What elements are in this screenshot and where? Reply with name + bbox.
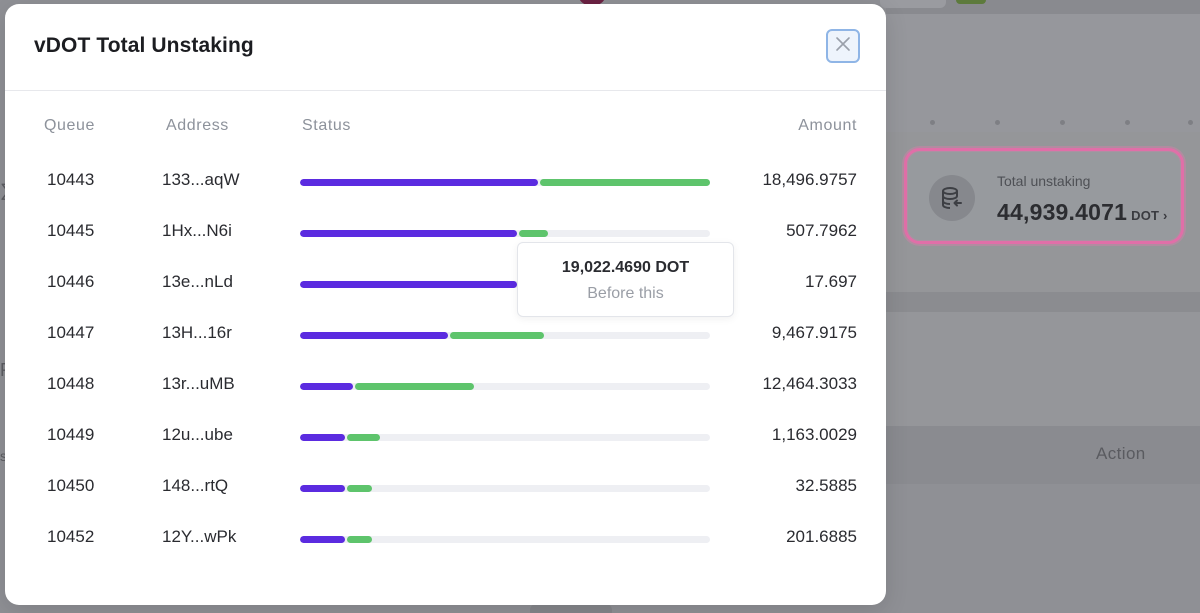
- status-bar-amount-segment: [347, 485, 372, 492]
- queue-cell: 10450: [47, 476, 95, 495]
- status-bar-amount-segment: [347, 536, 372, 543]
- address-cell[interactable]: 1Hx...N6i: [162, 221, 232, 240]
- table-row: 10448 13r...uMB 12,464.3033: [5, 360, 886, 411]
- amount-cell: 201.6885: [786, 527, 857, 546]
- background-divider: [886, 292, 1200, 312]
- total-unstaking-unit: DOT ›: [1131, 208, 1168, 223]
- amount-cell: 12,464.3033: [762, 374, 857, 393]
- background-chip: [880, 0, 946, 8]
- status-bar-queued-segment: [300, 383, 353, 390]
- amount-cell: 18,496.9757: [762, 170, 857, 189]
- status-bar-amount-segment: [355, 383, 474, 390]
- total-unstaking-card[interactable]: Total unstaking 44,939.4071 DOT ›: [904, 148, 1184, 244]
- status-progress-bar[interactable]: [300, 434, 710, 441]
- tooltip-label: Before this: [587, 285, 664, 302]
- background-bottom-chip: [530, 604, 612, 613]
- status-progress-bar[interactable]: [300, 485, 710, 492]
- chart-dot: [1060, 120, 1065, 125]
- status-bar-queued-segment: [300, 230, 517, 237]
- status-bar-queued-segment: [300, 179, 538, 186]
- queue-cell: 10446: [47, 272, 95, 291]
- status-bar-queued-segment: [300, 281, 517, 288]
- column-header-amount: Amount: [798, 117, 857, 134]
- table-row: 10445 1Hx...N6i 507.7962: [5, 207, 886, 258]
- status-bar-queued-segment: [300, 485, 345, 492]
- address-cell[interactable]: 12u...ube: [162, 425, 233, 444]
- amount-cell: 32.5885: [795, 476, 857, 495]
- queue-cell: 10448: [47, 374, 95, 393]
- coins-stack-icon: [929, 175, 975, 221]
- unstaking-modal: vDOT Total Unstaking Queue Address Statu…: [5, 4, 886, 605]
- action-column-header: Action: [1096, 444, 1146, 463]
- background-info-panel: [886, 312, 1200, 426]
- status-bar-amount-segment: [450, 332, 544, 339]
- status-bar-queued-segment: [300, 536, 345, 543]
- tooltip-value: 19,022.4690 DOT: [561, 259, 690, 276]
- modal-title: vDOT Total Unstaking: [34, 34, 254, 57]
- address-cell[interactable]: 13H...16r: [162, 323, 232, 342]
- background-chip-green: [956, 0, 986, 4]
- queue-cell: 10445: [47, 221, 95, 240]
- status-bar-amount-segment: [540, 179, 710, 186]
- chart-dot: [1125, 120, 1130, 125]
- close-button[interactable]: [826, 29, 860, 63]
- background-table-header: [886, 426, 1200, 484]
- chart-dot: [995, 120, 1000, 125]
- table-row: 10450 148...rtQ 32.5885: [5, 462, 886, 513]
- status-tooltip: 19,022.4690 DOT Before this: [517, 242, 734, 317]
- status-progress-bar[interactable]: [300, 383, 710, 390]
- amount-cell: 9,467.9175: [771, 323, 857, 342]
- table-row: 10446 13e...nLd 17.697: [5, 258, 886, 309]
- queue-cell: 10452: [47, 527, 95, 546]
- status-progress-bar[interactable]: [300, 179, 710, 186]
- amount-cell: 17.697: [805, 272, 857, 291]
- status-progress-bar[interactable]: [300, 536, 710, 543]
- amount-cell: 1,163.0029: [771, 425, 857, 444]
- table-row: 10452 12Y...wPk 201.6885: [5, 513, 886, 564]
- status-progress-bar[interactable]: [300, 332, 710, 339]
- total-unstaking-value: 44,939.4071 DOT ›: [997, 199, 1168, 226]
- total-unstaking-amount: 44,939.4071: [997, 199, 1128, 225]
- total-unstaking-label: Total unstaking: [997, 173, 1091, 189]
- status-progress-bar[interactable]: [300, 281, 710, 288]
- close-icon: [835, 36, 851, 57]
- address-cell[interactable]: 148...rtQ: [162, 476, 229, 495]
- queue-cell: 10447: [47, 323, 95, 342]
- background-chart-dots: [930, 120, 1193, 126]
- background-edge-glyph: s: [0, 448, 7, 464]
- status-progress-bar[interactable]: [300, 230, 710, 237]
- column-header-queue: Queue: [44, 117, 96, 134]
- modal-divider: [5, 90, 886, 91]
- column-header-status: Status: [302, 117, 351, 134]
- table-row: 10447 13H...16r 9,467.9175: [5, 309, 886, 360]
- queue-cell: 10449: [47, 425, 95, 444]
- address-cell[interactable]: 13e...nLd: [162, 272, 233, 291]
- queue-cell: 10443: [47, 170, 95, 189]
- chart-dot: [1188, 120, 1193, 125]
- background-chart-panel: [886, 14, 1200, 132]
- table-row: 10449 12u...ube 1,163.0029: [5, 411, 886, 462]
- address-cell[interactable]: 12Y...wPk: [162, 527, 237, 546]
- avatar: [578, 0, 606, 6]
- status-bar-amount-segment: [347, 434, 380, 441]
- status-bar-queued-segment: [300, 332, 448, 339]
- status-bar-amount-segment: [519, 230, 548, 237]
- table-row: 10443 133...aqW 18,496.9757: [5, 156, 886, 207]
- status-bar-queued-segment: [300, 434, 345, 441]
- address-cell[interactable]: 133...aqW: [162, 170, 240, 189]
- chart-dot: [930, 120, 935, 125]
- amount-cell: 507.7962: [786, 221, 857, 240]
- column-header-address: Address: [166, 117, 229, 134]
- address-cell[interactable]: 13r...uMB: [162, 374, 235, 393]
